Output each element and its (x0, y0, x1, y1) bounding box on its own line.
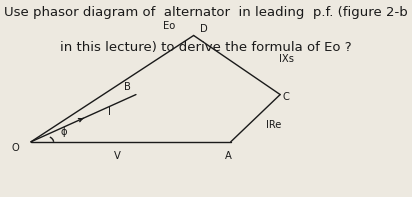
Text: IXs: IXs (279, 54, 294, 64)
Text: Eo: Eo (163, 21, 175, 31)
Text: A: A (225, 151, 232, 161)
Text: V: V (114, 151, 121, 161)
Text: Use phasor diagram of  alternator  in leading  p.f. (figure 2-b: Use phasor diagram of alternator in lead… (4, 6, 408, 19)
Text: I: I (108, 107, 110, 117)
Text: IRe: IRe (266, 120, 282, 130)
Text: D: D (200, 24, 208, 33)
Text: O: O (12, 143, 19, 153)
Text: C: C (283, 92, 290, 101)
Text: in this lecture) to derive the formula of Eo ?: in this lecture) to derive the formula o… (60, 41, 352, 54)
Text: ϕ: ϕ (61, 127, 67, 137)
Text: B: B (124, 82, 131, 92)
